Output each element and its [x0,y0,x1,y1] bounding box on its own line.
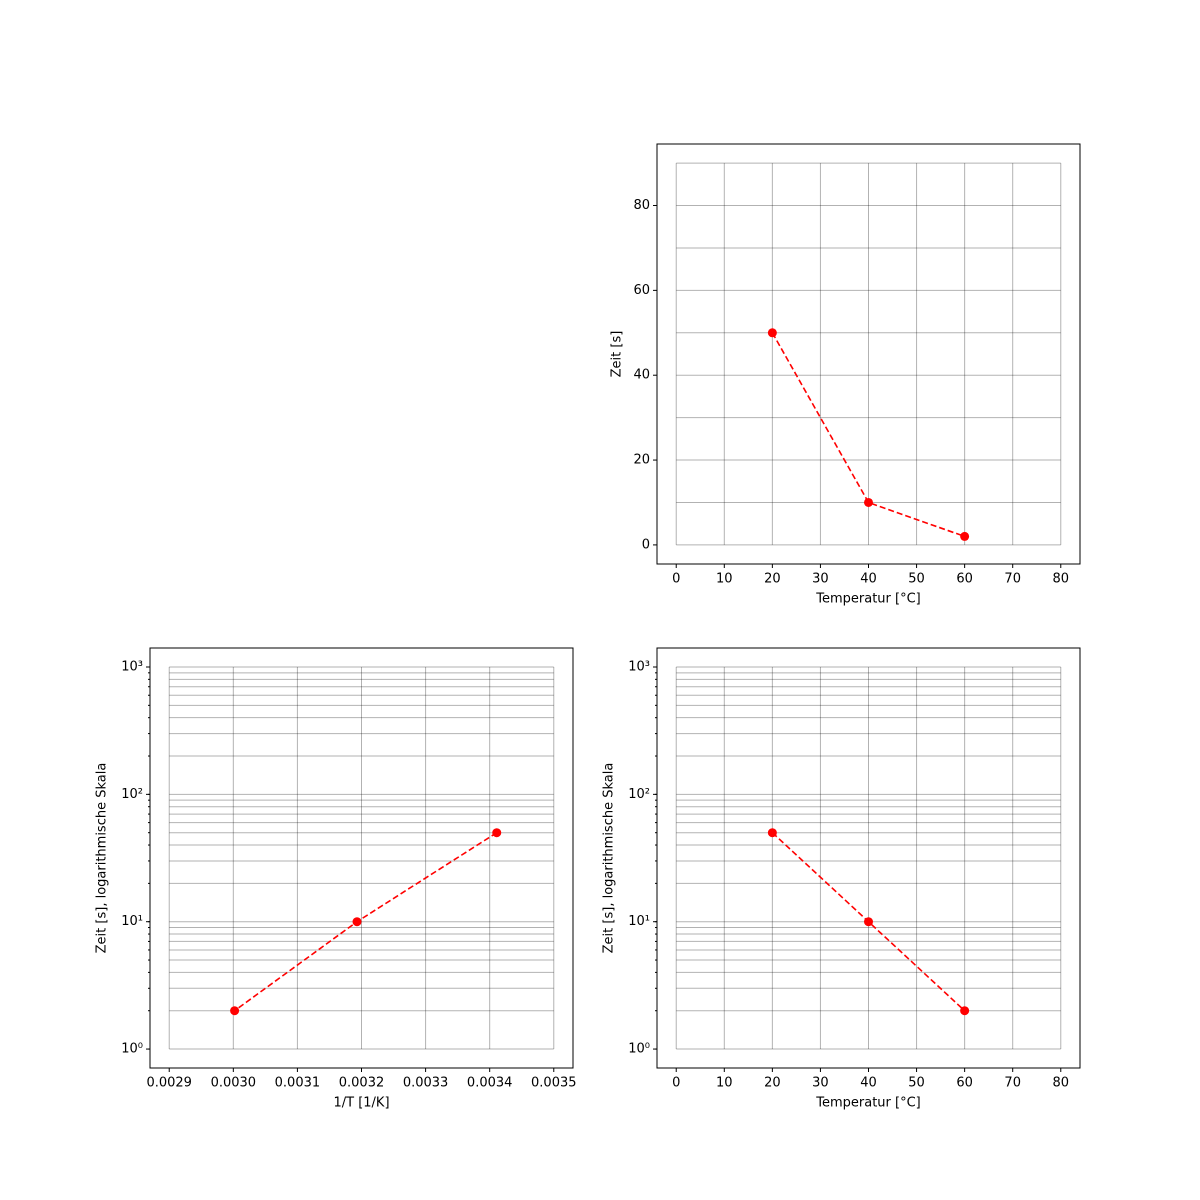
x-tick-label: 0.0030 [211,1076,257,1091]
x-tick-label: 0.0031 [275,1076,321,1091]
x-tick-label: 0 [672,572,680,587]
y-tick-label: 10² [121,787,143,802]
y-tick-label: 10¹ [628,914,650,929]
data-point [767,828,777,838]
x-tick-label: 50 [908,572,925,587]
x-tick-label: 60 [956,572,973,587]
x-tick-label: 0 [672,1076,680,1091]
data-point [767,328,777,338]
y-tick-label: 10² [628,787,650,802]
x-tick-label: 70 [1004,1076,1021,1091]
data-point [352,917,362,927]
y-tick-label: 10⁰ [628,1042,650,1057]
data-point [960,531,970,541]
y-tick-label: 0 [642,537,650,552]
x-tick-label: 0.0034 [467,1076,513,1091]
subplot: 0 10 20 30 40 50 60 70 80 10⁰ 10¹ 10² 10³ Temperatur … [602,647,1081,1111]
x-tick-label: 10 [716,572,733,587]
x-tick-label: 0.0035 [531,1076,577,1091]
y-tick-label: 40 [633,368,650,383]
x-tick-label: 30 [812,572,829,587]
data-point [864,917,873,927]
x-tick-label: 10 [716,1076,733,1091]
y-tick-label: 80 [633,198,650,213]
x-tick-label: 0.0032 [339,1076,385,1091]
x-tick-label: 0.0033 [403,1076,449,1091]
y-tick-label: 10¹ [121,914,143,929]
y-tick-label: 60 [633,283,650,298]
y-axis-label: Zeit [s] [610,331,625,378]
y-tick-label: 20 [633,453,650,468]
subplot: 0.0029 0.0030 0.0031 0.0032 0.0033 0.0034 0.00… [95,647,577,1111]
y-tick-label: 10⁰ [121,1042,143,1057]
data-point [864,497,873,507]
data-point [492,828,502,838]
subplot: 0 10 20 30 40 50 60 70 80 0 20 40 60 80 Temperatur [°C… [610,143,1081,607]
y-tick-label: 10³ [121,660,143,675]
data-point [960,1006,970,1016]
x-tick-label: 50 [908,1076,925,1091]
x-axis-label: 1/T [1/K] [333,1096,389,1111]
x-axis-label: Temperatur [°C] [815,1096,921,1111]
y-axis-label: Zeit [s], logarithmische Skala [602,763,617,954]
x-axis-label: Temperatur [°C] [815,592,921,607]
x-tick-label: 30 [812,1076,829,1091]
y-tick-label: 10³ [628,660,650,675]
x-tick-label: 80 [1052,572,1069,587]
data-line [771,332,965,538]
data-point [230,1006,240,1016]
x-tick-label: 40 [860,1076,877,1091]
x-tick-label: 0.0029 [146,1076,192,1091]
x-tick-label: 40 [860,572,877,587]
x-tick-label: 70 [1004,572,1021,587]
x-tick-label: 20 [764,1076,781,1091]
x-tick-label: 60 [956,1076,973,1091]
y-axis-label: Zeit [s], logarithmische Skala [95,763,110,954]
x-tick-label: 20 [764,572,781,587]
x-tick-label: 80 [1052,1076,1069,1091]
